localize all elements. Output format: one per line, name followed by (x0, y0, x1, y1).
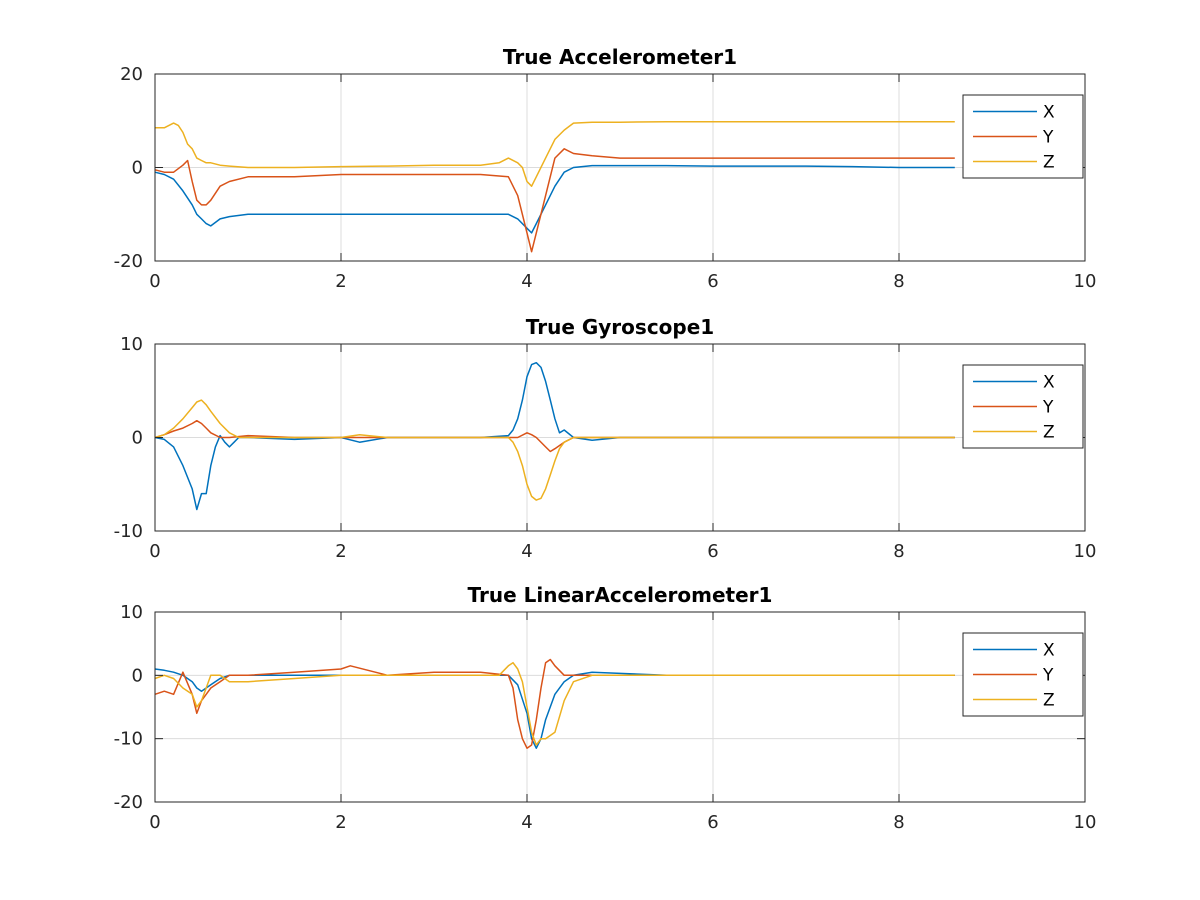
y-tick-label: 0 (132, 428, 143, 449)
x-tick-label: 8 (893, 271, 904, 292)
series-line-z (155, 120, 955, 187)
series-line-y (154, 148, 955, 253)
y-tick-label: 10 (120, 334, 143, 355)
y-tick-label: 0 (132, 158, 143, 179)
x-tick-label: 0 (149, 812, 160, 833)
x-tick-label: 0 (149, 271, 160, 292)
legend: XYZ (962, 632, 1084, 717)
plot-area (155, 612, 1085, 802)
y-tick-label: -10 (114, 729, 143, 750)
x-tick-label: 10 (1074, 541, 1097, 562)
axes-panel-3: 0 2 4 6 8 10 -20 -10 0 10 True LinearAccelerometer… (114, 583, 1097, 833)
x-tick-label: 4 (521, 812, 532, 833)
y-tick-label: 0 (132, 665, 143, 686)
x-tick-label: 2 (335, 541, 346, 562)
x-tick-label: 4 (521, 541, 532, 562)
legend-label-z: Z (1043, 691, 1055, 711)
chart-title: True Accelerometer1 (503, 45, 737, 69)
axes-box (154, 611, 1086, 803)
legend-label-x: X (1043, 373, 1055, 393)
y-tick-label: 20 (120, 64, 143, 85)
x-tick-label: 6 (707, 812, 718, 833)
x-tick-label: 8 (893, 541, 904, 562)
legend-label-y: Y (1042, 666, 1054, 686)
axes-panel-2: 0 2 4 6 8 10 -10 0 10 True Gyroscope1 XYZ (114, 315, 1097, 562)
y-tick-label: -20 (114, 792, 143, 813)
legend-label-x: X (1043, 103, 1055, 123)
y-tick-label: -20 (114, 251, 143, 272)
x-tick-label: 4 (521, 271, 532, 292)
x-tick-label: 8 (893, 812, 904, 833)
legend-label-y: Y (1042, 128, 1054, 148)
y-tick-label: 10 (120, 602, 143, 623)
series-line-x (154, 164, 955, 234)
y-tick-label: -10 (114, 521, 143, 542)
chart-title: True Gyroscope1 (526, 315, 714, 339)
series-line-z (154, 399, 955, 501)
chart-title: True LinearAccelerometer1 (468, 583, 773, 607)
series-line-z (154, 661, 955, 746)
x-tick-label: 2 (335, 812, 346, 833)
x-tick-label: 10 (1074, 271, 1097, 292)
legend-label-z: Z (1043, 153, 1055, 173)
legend: XYZ (962, 94, 1084, 179)
x-tick-label: 0 (149, 541, 160, 562)
x-tick-label: 6 (707, 271, 718, 292)
x-tick-label: 10 (1074, 812, 1097, 833)
x-tick-label: 6 (707, 541, 718, 562)
x-tick-label: 2 (335, 271, 346, 292)
legend: XYZ (962, 364, 1084, 449)
legend-label-x: X (1043, 641, 1055, 661)
axes-panel-1: 0 2 4 6 8 10 -20 0 20 True Accelerometer1 XYZ (114, 45, 1097, 292)
legend-label-y: Y (1042, 398, 1054, 418)
legend-label-z: Z (1043, 423, 1055, 443)
